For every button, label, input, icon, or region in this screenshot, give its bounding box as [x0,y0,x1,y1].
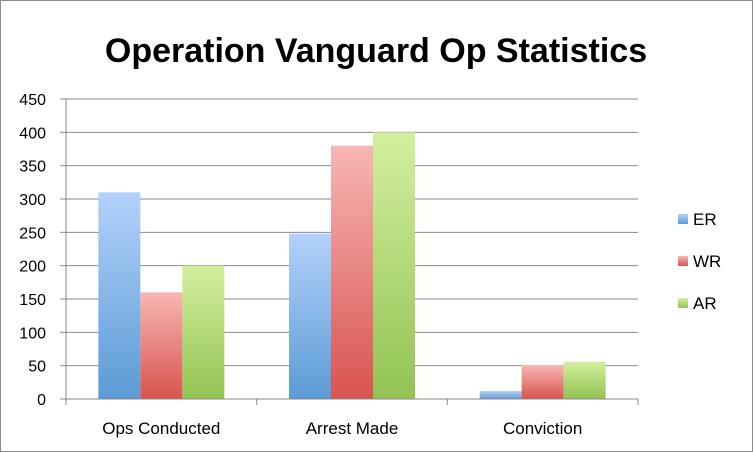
y-tick-label: 100 [19,325,46,342]
y-tick-label: 350 [19,159,46,176]
legend-swatch-er [678,214,688,224]
y-tick-label: 0 [37,392,46,409]
y-tick-label: 300 [19,192,46,209]
bar-ar-2 [563,361,606,399]
x-axis-categories: Ops Conducted Arrest Made Conviction [102,419,582,438]
y-tick-label: 450 [19,92,46,109]
y-axis-ticks: 0 50 100 150 200 250 300 350 400 450 [19,92,46,409]
axes [60,98,639,405]
legend: ER WR AR [678,210,721,313]
chart-title: Operation Vanguard Op Statistics [105,32,647,70]
bar-ar-0 [182,265,225,399]
bars [98,132,606,400]
bar-ar-1 [373,132,415,400]
legend-swatch-wr [678,256,688,266]
y-tick-label: 200 [19,259,46,276]
legend-label-ar: AR [693,294,717,313]
bar-wr-1 [331,145,373,399]
y-tick-label: 400 [19,125,46,142]
bar-wr-2 [521,365,564,399]
legend-label-er: ER [693,210,717,229]
y-tick-label: 150 [19,292,46,309]
y-tick-label: 250 [19,225,46,242]
bar-er-1 [289,233,331,399]
y-tick-label: 50 [28,359,46,376]
x-category-label: Arrest Made [306,419,399,438]
x-category-label: Conviction [503,419,582,438]
x-category-label: Ops Conducted [102,419,220,438]
legend-label-wr: WR [693,252,721,271]
bar-er-2 [479,391,522,399]
bar-er-0 [98,192,141,399]
bar-wr-0 [140,292,183,399]
legend-swatch-ar [678,298,688,308]
